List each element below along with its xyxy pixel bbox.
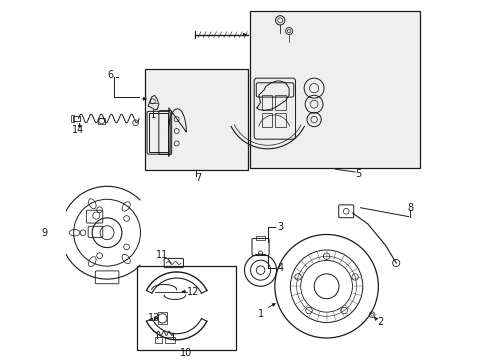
Text: 5: 5 (355, 169, 361, 179)
Bar (98, 118, 105, 124)
Bar (148, 113, 168, 152)
Bar (144, 68, 247, 170)
Bar (164, 337, 174, 343)
Bar (274, 95, 285, 109)
Text: 10: 10 (180, 348, 192, 358)
Bar (256, 235, 264, 240)
Bar (71, 114, 74, 122)
Text: 1: 1 (258, 309, 264, 319)
Text: 11: 11 (155, 250, 167, 260)
Bar (261, 113, 272, 127)
Text: 6: 6 (107, 69, 114, 80)
Text: 12: 12 (186, 287, 199, 297)
Bar (249, 12, 420, 168)
Text: 7: 7 (195, 174, 201, 184)
Bar (274, 113, 285, 127)
Bar (137, 266, 235, 350)
Bar (158, 312, 167, 324)
Text: 3: 3 (277, 222, 283, 232)
Text: 9: 9 (41, 228, 47, 238)
Text: 13: 13 (148, 313, 161, 323)
Text: 14: 14 (72, 125, 84, 135)
Text: 2: 2 (376, 317, 382, 327)
Text: 8: 8 (407, 203, 413, 213)
Bar (154, 337, 162, 343)
Bar (261, 95, 272, 109)
Bar (73, 116, 80, 121)
Text: 4: 4 (277, 264, 283, 273)
